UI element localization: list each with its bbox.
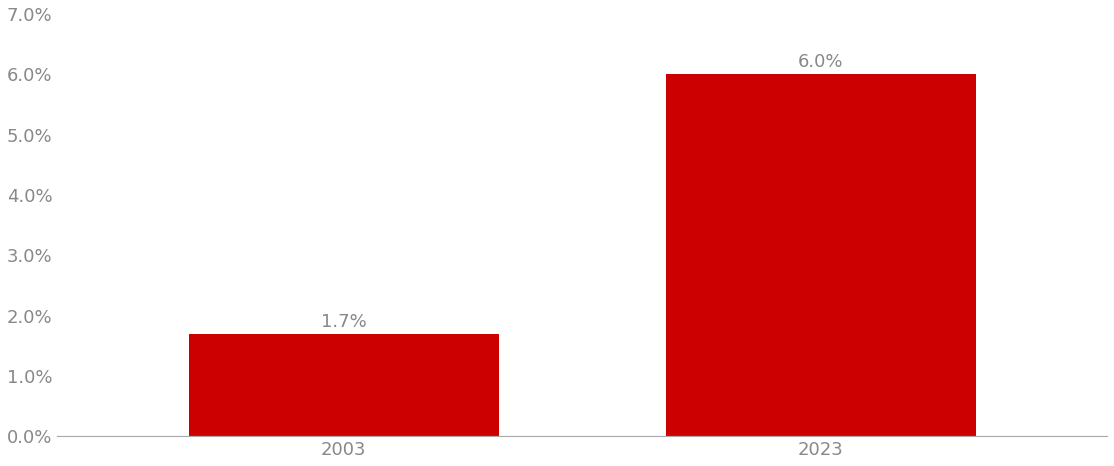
Bar [188, 334, 499, 436]
Text: 6.0%: 6.0% [798, 53, 843, 71]
Bar [666, 74, 976, 436]
Text: 1.7%: 1.7% [321, 313, 367, 331]
